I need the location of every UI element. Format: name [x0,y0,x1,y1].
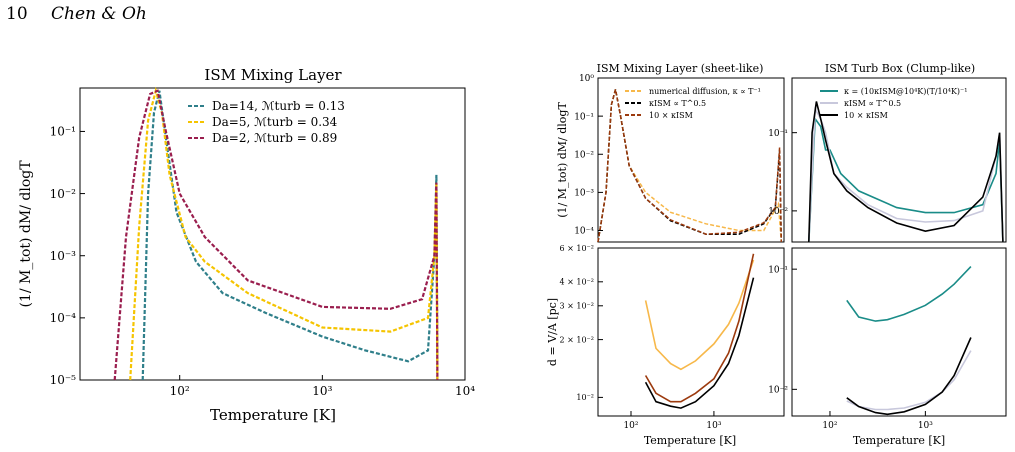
tl-legend-label-1: κISM ∝ T^0.5 [649,99,706,108]
left-xtick-label-1: 10³ [312,384,332,398]
tl-ytick-label-1: 10⁻¹ [574,112,594,122]
running-authors: Chen & Oh [51,4,147,24]
left-yticks: 10⁻¹ 10⁻² 10⁻³ 10⁻⁴ 10⁻⁵ [50,125,85,387]
bl-ytick-label-3: 2 × 10⁻² [560,335,595,344]
tl-ytick-label-0: 10⁰ [579,74,594,84]
br-xtick-label-0: 10² [822,421,837,431]
br-series-0-line [846,266,972,322]
br-xtick-label-1: 10³ [918,421,933,431]
left-xtick-label-2: 10⁴ [455,384,475,398]
left-ytick-label-3: 10⁻⁴ [50,311,77,325]
tl-series-2-line [597,89,783,243]
br-plot: 10⁻¹ 10⁻² 10² 10³ [768,265,972,431]
bl-ylabel: d = V/A [pc] [546,298,559,366]
tr-ytick-label-1: 10⁻² [768,207,788,217]
left-axes-frame [79,87,466,381]
tr-series-0-line [808,116,1004,243]
tl-ytick-label-2: 10⁻² [574,150,594,160]
br-series-1-line [846,350,972,411]
bl-ytick-label-2: 3 × 10⁻² [560,302,595,311]
left-figure: ISM Mixing Layer 10⁻¹ 10⁻² 10⁻³ 10⁻⁴ 10⁻⁵ 10… [18,66,475,424]
left-series-2-line [113,89,439,381]
left-ytick-label-1: 10⁻² [50,187,77,201]
left-ylabel: (1/ M_tot) dM/ dlogT [18,160,34,308]
right-figure: ISM Mixing Layer (sheet-like) ISM Turb B… [546,62,1007,447]
tr-legend-label-0: κ = (10κISM@10⁴K)(T/10⁴K)⁻¹ [844,87,967,96]
br-xlabel: Temperature [K] [853,434,945,447]
tl-legend-label-2: 10 × κISM [649,111,693,120]
tl-legend: numerical diffusion, κ ∝ T⁻¹ κISM ∝ T^0.5… [625,87,761,120]
left-legend: Da=14, ℳturb = 0.13 Da=5, ℳturb = 0.34 Da=… [188,99,345,145]
tl-ytick-label-3: 10⁻³ [574,189,594,199]
left-legend-label-2: Da=2, ℳturb = 0.89 [212,131,337,145]
bl-plot: 6 × 10⁻² 4 × 10⁻² 3 × 10⁻² 2 × 10⁻² 10⁻² 10² 1… [560,244,755,431]
left-xtick-label-0: 10² [170,384,190,398]
tr-ytick-label-0: 10⁻¹ [768,129,788,139]
left-ytick-label-2: 10⁻³ [50,249,77,263]
bl-series-2-line [644,253,755,403]
left-ytick-label-0: 10⁻¹ [50,125,76,139]
tr-plot: 10⁻¹ 10⁻² [768,101,1004,243]
bl-xlabel: Temperature [K] [644,434,736,447]
left-title: ISM Mixing Layer [204,66,342,84]
bl-series-0-line [644,259,755,371]
left-series [113,86,439,381]
left-xlabel: Temperature [K] [210,406,336,424]
bl-axes-frame [597,247,785,417]
left-ytick-label-4: 10⁻⁵ [50,373,77,387]
left-series-0-line [141,90,439,381]
page-header: 10 Chen & Oh [6,4,147,24]
bl-xtick-label-0: 10² [623,421,638,431]
tr-series-1-line [808,106,1004,243]
br-series-2-line [846,337,972,416]
tr-legend: κ = (10κISM@10⁴K)(T/10⁴K)⁻¹ κISM ∝ T^0.5 1… [820,87,967,120]
left-legend-label-1: Da=5, ℳturb = 0.34 [212,115,338,129]
tr-title: ISM Turb Box (Clump-like) [825,62,975,75]
bl-xtick-label-1: 10³ [706,421,721,431]
br-ytick-label-0: 10⁻¹ [768,265,788,275]
page-number: 10 [6,4,28,24]
tl-legend-label-0: numerical diffusion, κ ∝ T⁻¹ [649,87,761,96]
bl-ytick-label-1: 4 × 10⁻² [560,278,595,287]
bl-ytick-label-0: 6 × 10⁻² [560,244,595,253]
bl-ytick-label-4: 10⁻² [576,393,594,402]
tl-title: ISM Mixing Layer (sheet-like) [597,62,764,75]
bl-series-1-line [644,277,755,409]
tr-series-2-line [808,101,1004,243]
tl-ytick-label-4: 10⁻⁴ [574,227,594,237]
tl-ylabel: (1/ M_tot) dM/ dlogT [556,102,569,218]
left-series-1-line [129,86,439,381]
tr-legend-label-1: κISM ∝ T^0.5 [844,99,901,108]
br-axes-frame [791,247,1007,417]
tl-plot: 10⁰ 10⁻¹ 10⁻² 10⁻³ 10⁻⁴ [574,74,783,243]
tr-axes-frame [791,77,1007,243]
tl-axes-frame [597,77,785,243]
left-legend-label-0: Da=14, ℳturb = 0.13 [212,99,345,113]
left-xticks: 10² 10³ 10⁴ [170,375,475,398]
tr-legend-label-2: 10 × κISM [844,111,888,120]
br-ytick-label-1: 10⁻² [768,385,788,395]
